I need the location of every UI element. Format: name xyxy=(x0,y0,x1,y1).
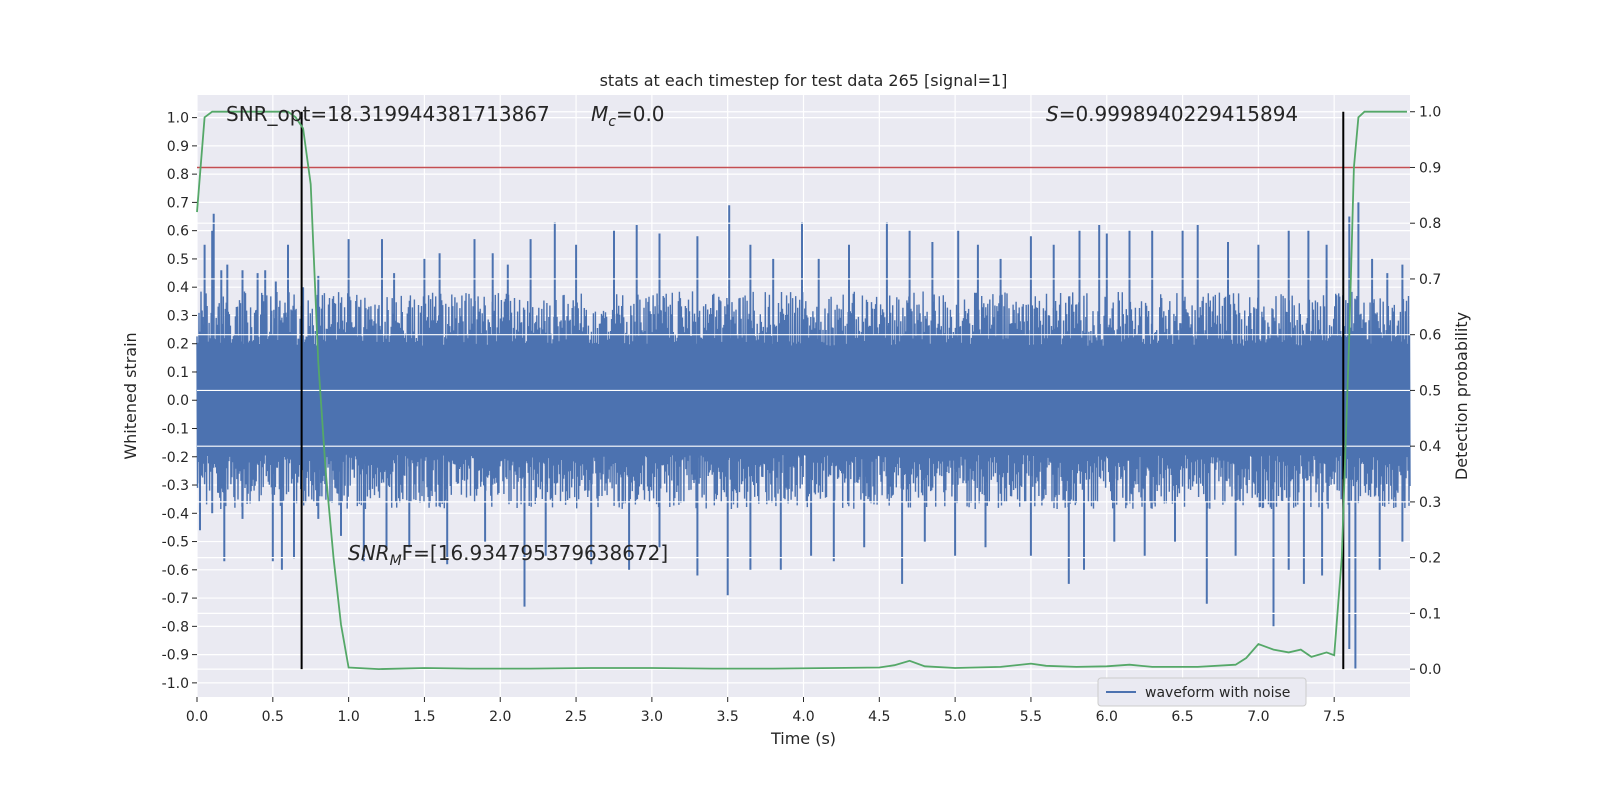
axis-ticks: 0.0 0.5 1.0 1.5 2.0 2.5 3.0 3.5 4.0 4.5 5.0 5.5 6.0 6… xyxy=(162,105,1442,725)
left-y-tick-label: 0.4 xyxy=(167,280,189,296)
x-tick-label: 1.5 xyxy=(413,709,435,725)
snr-mf-subscript: M xyxy=(390,553,402,569)
left-y-tick-label: -0.2 xyxy=(162,450,189,466)
x-tick-label: 2.5 xyxy=(565,709,587,725)
x-tick-label: 6.0 xyxy=(1096,709,1118,725)
marker-lines xyxy=(300,111,1345,670)
x-tick-label: 1.0 xyxy=(337,709,359,725)
chart-title: stats at each timestep for test data 265… xyxy=(600,71,1008,90)
x-tick-label: 0.5 xyxy=(262,709,284,725)
probability-line xyxy=(196,110,1407,671)
legend-entry-waveform: waveform with noise xyxy=(1145,685,1290,701)
probability-series xyxy=(196,110,1407,671)
left-y-tick-label: 0.3 xyxy=(167,308,189,324)
right-y-tick-label: 0.3 xyxy=(1419,495,1441,511)
left-y-tick-label: -0.9 xyxy=(162,648,189,664)
right-y-axis-label: Detection probability xyxy=(1452,312,1471,480)
right-y-tick-label: 0.6 xyxy=(1419,328,1441,344)
left-y-tick-label: 0.0 xyxy=(167,393,189,409)
x-tick-label: 0.0 xyxy=(186,709,208,725)
left-y-tick-label: -0.6 xyxy=(162,563,189,579)
left-y-tick-label: -0.7 xyxy=(162,591,189,607)
left-y-tick-label: -0.4 xyxy=(162,506,189,522)
left-y-tick-label: 1.0 xyxy=(167,111,189,127)
waveform-peaks xyxy=(199,202,1404,669)
snr-opt-annotation: SNR_opt=18.319944381713867 xyxy=(226,102,550,126)
right-y-tick-label: 0.9 xyxy=(1419,160,1441,176)
left-y-tick-label: -0.3 xyxy=(162,478,189,494)
right-y-tick-label: 0.0 xyxy=(1419,662,1441,678)
right-y-tick-label: 0.1 xyxy=(1419,606,1441,622)
mc-value: =0.0 xyxy=(616,102,665,126)
left-y-tick-label: 0.5 xyxy=(167,252,189,268)
x-tick-label: 3.5 xyxy=(717,709,739,725)
x-tick-label: 2.0 xyxy=(489,709,511,725)
right-y-tick-label: 0.2 xyxy=(1419,551,1441,567)
x-tick-label: 3.0 xyxy=(641,709,663,725)
left-y-tick-label: -0.8 xyxy=(162,619,189,635)
left-y-tick-label: 0.8 xyxy=(167,167,189,183)
legend: waveform with noise xyxy=(1097,677,1307,707)
right-y-tick-label: 0.8 xyxy=(1419,216,1441,232)
score-annotation: S=0.9998940229415894 xyxy=(1046,102,1298,126)
left-y-tick-label: 0.7 xyxy=(167,195,189,211)
x-tick-label: 6.5 xyxy=(1171,709,1193,725)
right-y-tick-label: 0.5 xyxy=(1419,383,1441,399)
right-y-tick-label: 1.0 xyxy=(1419,105,1441,121)
snr-mf-main: SNR xyxy=(348,541,390,565)
waveform-series xyxy=(196,202,1411,669)
left-y-tick-label: -0.1 xyxy=(162,422,189,438)
left-y-tick-label: 0.6 xyxy=(167,224,189,240)
x-tick-label: 7.5 xyxy=(1323,709,1345,725)
left-y-tick-label: 0.2 xyxy=(167,337,189,353)
x-tick-label: 4.5 xyxy=(868,709,890,725)
left-y-axis-label: Whitened strain xyxy=(121,332,140,459)
chirp-mass-annotation: Mc=0.0 xyxy=(591,102,665,130)
x-tick-label: 7.0 xyxy=(1247,709,1269,725)
right-y-tick-label: 0.7 xyxy=(1419,272,1441,288)
mc-subscript: c xyxy=(608,114,616,130)
x-tick-label: 4.0 xyxy=(792,709,814,725)
s-value: =0.9998940229415894 xyxy=(1059,102,1298,126)
x-tick-label: 5.0 xyxy=(944,709,966,725)
x-tick-label: 5.5 xyxy=(1020,709,1042,725)
s-symbol: S xyxy=(1046,102,1059,126)
mc-symbol: M xyxy=(591,102,608,126)
x-axis-label: Time (s) xyxy=(770,729,836,748)
left-y-tick-label: -1.0 xyxy=(162,676,189,692)
left-y-tick-label: 0.9 xyxy=(167,139,189,155)
left-y-tick-label: 0.1 xyxy=(167,365,189,381)
snr-mf-annotation: SNRMF=[16.934795379638672] xyxy=(348,541,668,569)
legend-box xyxy=(1097,677,1307,707)
left-y-tick-label: -0.5 xyxy=(162,535,189,551)
snr-mf-rest: F=[16.934795379638672] xyxy=(402,541,669,565)
right-y-tick-label: 0.4 xyxy=(1419,439,1441,455)
